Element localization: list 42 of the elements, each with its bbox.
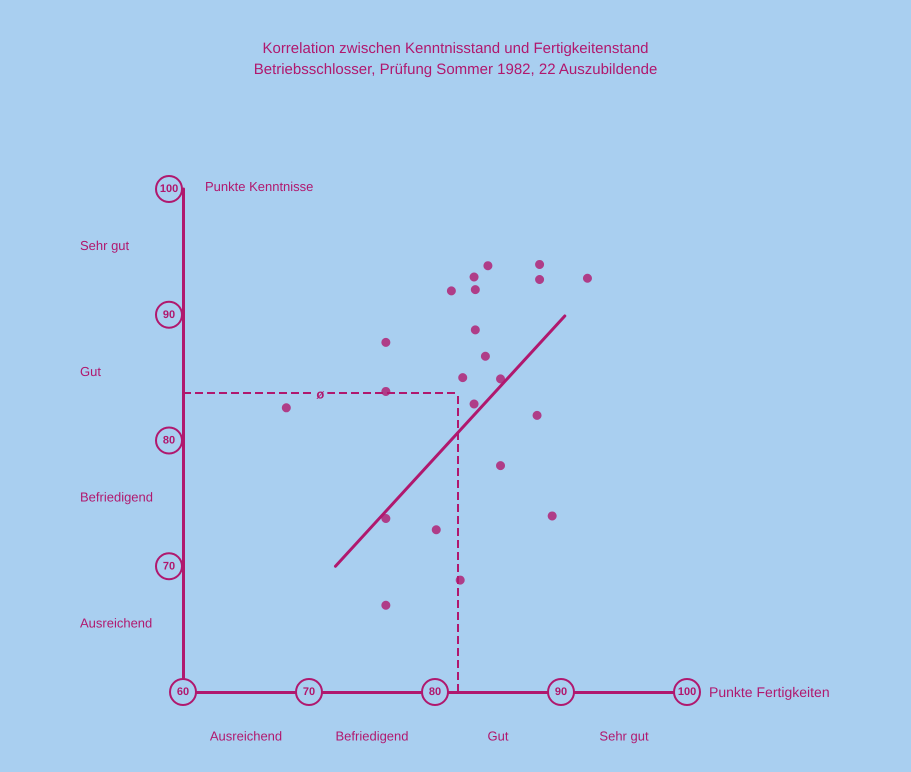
point xyxy=(470,272,479,282)
y-tick-label: 70 xyxy=(162,560,176,572)
point xyxy=(282,403,291,412)
y-axis-title: Punkte Kenntnisse xyxy=(205,179,314,194)
point xyxy=(470,285,480,294)
point xyxy=(381,338,390,347)
text: Gut xyxy=(488,728,509,744)
point xyxy=(532,410,542,420)
ref-line-label: ø xyxy=(316,386,324,402)
y-tick-label: 100 xyxy=(160,183,178,195)
point xyxy=(446,286,456,296)
point xyxy=(470,400,479,409)
text: Ausreichend xyxy=(210,728,282,744)
x-axis-title: Punkte Fertigkeiten xyxy=(709,684,830,700)
point xyxy=(480,352,490,361)
x-tick-label: 70 xyxy=(302,686,316,698)
text: Befriedigend xyxy=(80,490,153,505)
x-tick-label: 80 xyxy=(428,686,442,698)
text: Ausreichend xyxy=(80,615,152,630)
point xyxy=(483,261,492,270)
x-tick-label: 100 xyxy=(678,686,696,698)
text: Befriedigend xyxy=(336,728,408,744)
point xyxy=(535,275,544,284)
point xyxy=(535,260,544,269)
point xyxy=(548,511,557,520)
x-tick-label: 60 xyxy=(176,686,190,698)
y-tick-label: 80 xyxy=(162,434,176,446)
y-tick-label: 90 xyxy=(162,308,176,321)
point xyxy=(582,274,592,283)
point xyxy=(470,325,480,334)
text: Gut xyxy=(80,364,102,379)
point xyxy=(496,374,506,384)
point xyxy=(381,600,390,610)
text: Sehr gut xyxy=(80,238,130,254)
text: Sehr gut xyxy=(599,728,649,744)
chart-title: Korrelation zwischen Kenntnisstand und Fertigkeitenstand xyxy=(262,40,649,57)
chart-subtitle: Betriebsschlosser, Prüfung Sommer 1982, 22 Auszubildende xyxy=(254,61,658,78)
x-tick-label: 90 xyxy=(554,686,568,698)
point xyxy=(496,461,506,470)
point xyxy=(458,373,468,382)
point xyxy=(432,525,441,534)
point xyxy=(381,514,390,523)
